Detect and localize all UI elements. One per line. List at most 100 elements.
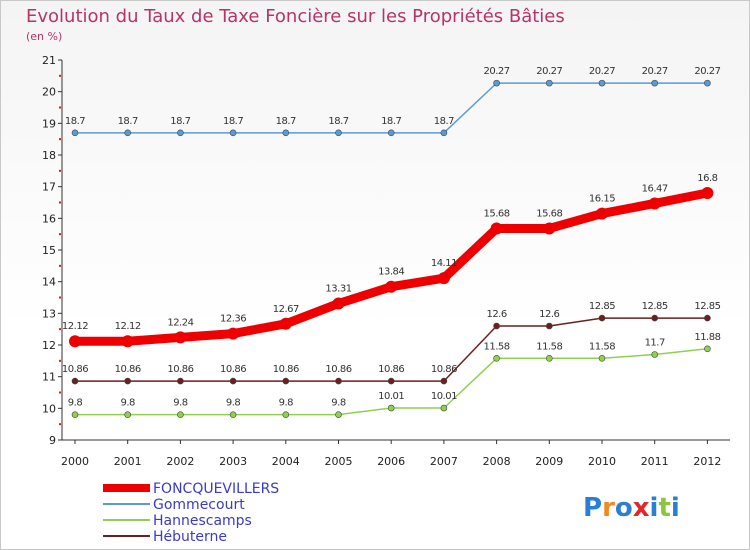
data-label: 9.8 [226, 398, 241, 409]
data-point [282, 411, 290, 418]
data-point [440, 377, 448, 385]
data-label: 18.7 [276, 116, 296, 127]
data-point [282, 377, 290, 385]
data-point [71, 377, 79, 385]
y-minor-tick [59, 359, 61, 362]
data-point [440, 129, 448, 137]
data-label: 12.85 [642, 301, 668, 312]
data-point [387, 377, 395, 385]
data-point [387, 404, 395, 412]
data-point [124, 129, 131, 137]
legend: FONCQUEVILLERSGommecourtHannescampsHébut… [103, 481, 279, 545]
data-point [71, 411, 79, 418]
legend-label: FONCQUEVILLERS [153, 481, 279, 497]
data-label: 14.11 [431, 258, 457, 269]
data-label: 18.7 [381, 116, 401, 127]
y-minor-tick [59, 106, 61, 109]
data-point [598, 354, 606, 362]
data-point [387, 129, 395, 137]
data-label: 9.8 [279, 398, 294, 409]
data-label: 11.58 [589, 341, 615, 352]
data-point [69, 335, 81, 348]
data-label: 9.8 [173, 398, 188, 409]
svg-text:Proxiti: Proxiti [583, 493, 680, 523]
data-point [332, 297, 345, 310]
data-label: 10.86 [167, 364, 193, 375]
data-label: 16.47 [642, 183, 668, 194]
x-tick-label: 2001 [114, 455, 142, 468]
data-label: 9.8 [120, 398, 135, 409]
data-label: 18.7 [118, 116, 138, 127]
data-label: 12.12 [115, 321, 141, 332]
data-label: 12.6 [539, 309, 559, 320]
data-point [651, 351, 659, 358]
data-point [385, 280, 398, 293]
data-labels: 18.7 18.7 18.7 18.7 18.7 18.7 18.7 18.7 20.27 20.… [62, 66, 721, 409]
data-label: 18.7 [328, 116, 348, 127]
data-point [177, 411, 184, 418]
data-label: 18.7 [223, 116, 243, 127]
x-tick-label: 2007 [430, 455, 458, 468]
data-label: 12.6 [486, 309, 506, 320]
data-label: 10.01 [378, 391, 404, 402]
data-point [335, 377, 342, 385]
y-tick-label: 10 [42, 402, 56, 415]
x-tick-label: 2008 [483, 455, 511, 468]
data-label: 9.8 [68, 398, 83, 409]
data-point [440, 404, 448, 412]
data-point [279, 317, 292, 330]
data-label: 20.27 [642, 66, 668, 77]
data-label: 18.7 [65, 116, 85, 127]
data-label: 10.86 [325, 364, 351, 375]
y-tick-label: 20 [42, 86, 56, 99]
data-point [227, 327, 240, 340]
y-minor-tick [59, 264, 61, 267]
y-minor-tick [59, 138, 61, 141]
data-label: 10.01 [431, 391, 457, 402]
data-point [282, 129, 290, 137]
data-label: 20.27 [484, 66, 510, 77]
y-minor-tick [59, 423, 61, 426]
data-label: 12.12 [62, 321, 88, 332]
data-label: 10.86 [62, 364, 88, 375]
data-point [437, 272, 450, 285]
data-point [124, 377, 131, 385]
x-tick-label: 2011 [641, 455, 669, 468]
y-minor-tick [59, 169, 61, 172]
data-point [545, 354, 553, 362]
data-label: 12.85 [694, 301, 720, 312]
y-tick-label: 16 [42, 212, 56, 225]
data-label: 12.36 [220, 314, 246, 325]
data-point [596, 207, 608, 220]
data-point [545, 79, 553, 87]
data-point [335, 129, 342, 137]
data-label: 12.85 [589, 301, 615, 312]
data-label: 11.58 [536, 341, 562, 352]
data-point [651, 79, 659, 87]
y-tick-label: 12 [42, 339, 56, 352]
data-point [545, 322, 553, 330]
chart-title: Evolution du Taux de Taxe Foncière sur l… [26, 6, 565, 27]
data-point [543, 222, 556, 235]
y-minor-tick [59, 296, 61, 299]
data-point [121, 335, 134, 348]
data-point [229, 377, 237, 385]
x-tick-label: 2012 [693, 455, 721, 468]
y-tick-label: 17 [42, 181, 56, 194]
data-point [229, 129, 237, 137]
data-point [648, 197, 661, 210]
x-tick-label: 2003 [219, 455, 247, 468]
data-label: 10.86 [220, 364, 246, 375]
data-label: 11.88 [694, 332, 720, 343]
data-label: 12.24 [167, 317, 193, 328]
x-tick-label: 2009 [535, 455, 563, 468]
series-layer [69, 79, 714, 418]
data-label: 10.86 [431, 364, 457, 375]
y-tick-label: 21 [42, 54, 56, 67]
data-point [704, 79, 711, 87]
legend-label: Hébuterne [153, 529, 227, 545]
x-tick-label: 2010 [588, 455, 616, 468]
data-label: 20.27 [536, 66, 562, 77]
data-point [493, 354, 500, 362]
